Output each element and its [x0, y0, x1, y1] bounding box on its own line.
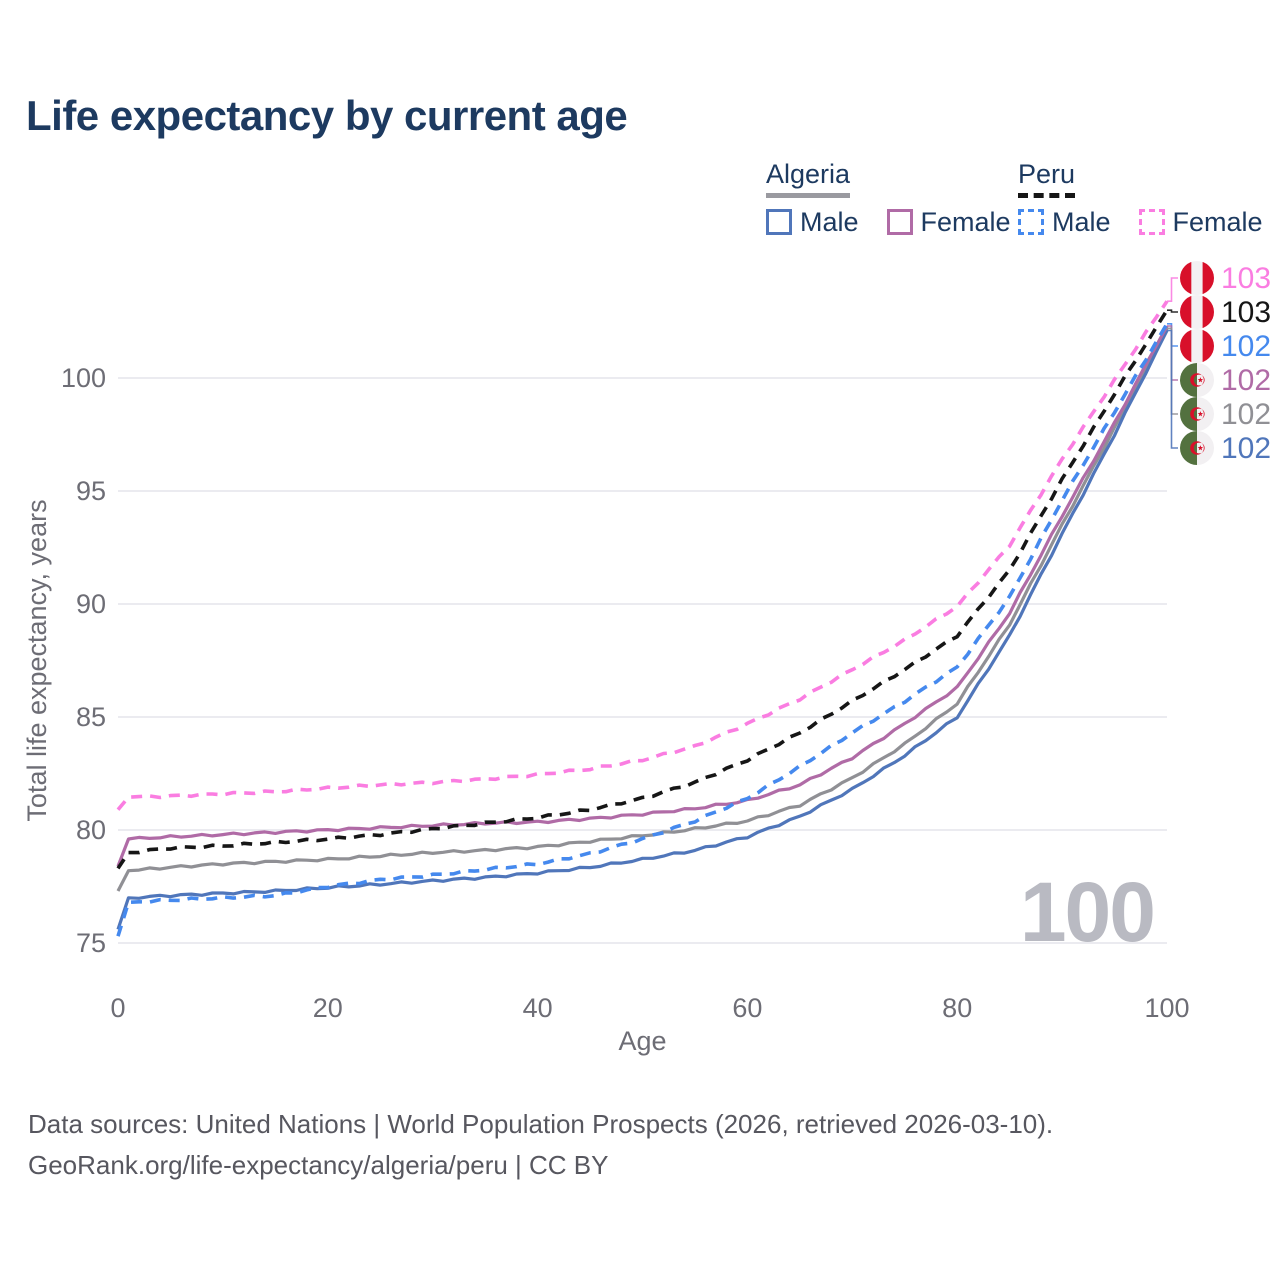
x-tick-label: 80	[942, 993, 972, 1023]
source-line-1: Data sources: United Nations | World Pop…	[28, 1109, 1054, 1139]
legend-group-peru: Peru Male Female	[1018, 159, 1263, 238]
source-footer: Data sources: United Nations | World Pop…	[28, 1104, 1053, 1186]
legend-label-algeria-female: Female	[920, 206, 1011, 237]
age-cursor-watermark: 100	[1019, 865, 1156, 959]
x-tick-label: 100	[1144, 993, 1189, 1023]
peru-flag-icon	[1180, 295, 1214, 329]
series-line-algeria-female[interactable]	[116, 325, 1169, 867]
y-tick-label: 100	[61, 363, 106, 393]
algeria-male-swatch-icon	[766, 209, 792, 236]
end-value-label: 102	[1221, 364, 1271, 397]
algeria-flag-icon	[1180, 363, 1214, 397]
end-label-connector	[1167, 327, 1178, 415]
end-label-connector	[1167, 309, 1178, 313]
algeria-flag-icon	[1180, 397, 1214, 431]
chart-title: Life expectancy by current age	[26, 92, 628, 139]
peru-flag-icon	[1180, 261, 1214, 295]
series-line-peru[interactable]	[116, 309, 1169, 870]
algeria-female-swatch-icon	[886, 209, 913, 236]
series-line-peru-female[interactable]	[116, 300, 1169, 811]
peru-female-swatch-icon	[1138, 209, 1165, 236]
peru-male-swatch-icon	[1018, 209, 1044, 236]
legend-country-algeria[interactable]: Algeria	[766, 159, 851, 198]
end-value-label: 102	[1221, 330, 1271, 363]
y-axis-title: Total life expectancy, years	[22, 499, 52, 821]
end-label-connector	[1167, 323, 1178, 347]
legend-label-peru-male: Male	[1052, 206, 1111, 237]
legend-item-peru-female[interactable]: Female	[1138, 206, 1263, 238]
source-line-2: GeoRank.org/life-expectancy/algeria/peru…	[28, 1150, 609, 1181]
legend-group-algeria: Algeria Male Female	[766, 159, 1011, 238]
end-value-label: 102	[1221, 398, 1271, 431]
legend-label-algeria-male: Male	[800, 206, 859, 237]
series-layer	[116, 300, 1169, 937]
axis-layer: 75 80 85 90 95 100 0 20 40 60 80 100 Age Total life e…	[22, 363, 1190, 1056]
legend-item-algeria-female[interactable]: Female	[886, 206, 1011, 238]
series-line-peru-male[interactable]	[116, 322, 1169, 937]
y-tick-label: 90	[76, 589, 106, 619]
x-tick-label: 0	[110, 993, 125, 1023]
legend-row-algeria: Male Female	[766, 207, 1011, 238]
x-axis-title: Age	[618, 1026, 666, 1056]
legend-row-peru: Male Female	[1018, 207, 1263, 238]
y-tick-label: 95	[76, 476, 106, 506]
end-value-label: 102	[1221, 432, 1271, 465]
series-line-algeria-male[interactable]	[116, 329, 1169, 930]
x-tick-label: 40	[523, 993, 553, 1023]
legend-country-peru[interactable]: Peru	[1018, 159, 1076, 198]
legend-label-peru-female: Female	[1172, 206, 1263, 237]
end-value-label: 103	[1221, 262, 1271, 295]
x-tick-label: 20	[313, 993, 343, 1023]
peru-flag-icon	[1180, 329, 1214, 363]
end-label-connector	[1167, 277, 1178, 302]
end-label-connector	[1167, 325, 1178, 381]
end-label-connector	[1167, 329, 1178, 449]
end-value-label: 103	[1221, 296, 1271, 329]
legend-item-algeria-male[interactable]: Male	[766, 207, 859, 238]
legend-item-peru-male[interactable]: Male	[1018, 207, 1111, 238]
algeria-flag-icon	[1180, 431, 1214, 465]
series-line-algeria[interactable]	[116, 327, 1169, 892]
y-tick-label: 75	[76, 928, 106, 958]
y-tick-label: 80	[76, 815, 106, 845]
y-tick-label: 85	[76, 702, 106, 732]
x-tick-label: 60	[732, 993, 762, 1023]
